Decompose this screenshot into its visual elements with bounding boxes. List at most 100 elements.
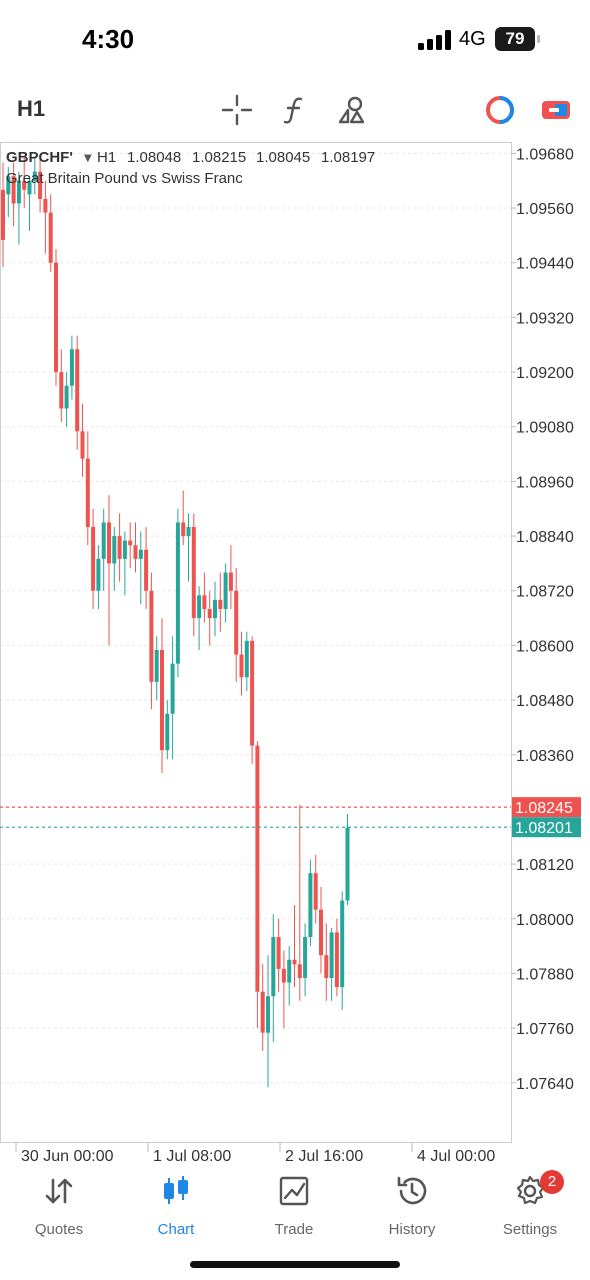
candle-body	[38, 171, 43, 199]
candle	[6, 167, 11, 218]
status-bar: 4:30 4G 79	[0, 0, 590, 80]
candle	[107, 495, 111, 646]
y-tick-label: 1.07760	[516, 1021, 574, 1038]
candle	[154, 636, 159, 701]
candle-body	[16, 180, 21, 204]
candle-body	[80, 431, 85, 459]
candle	[85, 431, 90, 546]
candle-body	[144, 549, 149, 591]
y-tick-label: 1.09320	[516, 310, 574, 327]
candle	[112, 526, 117, 591]
tab-chart[interactable]: Chart	[121, 1174, 231, 1244]
y-tick-label: 1.08360	[516, 748, 574, 765]
battery-level: 79	[505, 29, 525, 48]
candle	[64, 372, 69, 427]
x-tick-label: 2 Jul 16:00	[285, 1148, 363, 1165]
candle-body	[138, 549, 143, 559]
candle	[75, 335, 80, 450]
candle-body	[85, 458, 90, 527]
candle-body	[154, 649, 159, 682]
candle-body	[260, 991, 265, 1033]
candle-body	[101, 522, 106, 559]
candle-body	[170, 663, 175, 714]
candle-body	[149, 590, 154, 682]
candle	[69, 335, 74, 400]
signal-icon	[418, 30, 451, 50]
candle-body	[234, 590, 239, 655]
candle-body	[107, 522, 111, 564]
x-tick-label: 1 Jul 08:00	[153, 1148, 231, 1165]
price-chart[interactable]: 1.08245 1.08201 1.09680 1.09560 1.09440 1.09…	[0, 142, 590, 1166]
tab-history[interactable]: History	[357, 1174, 467, 1244]
candle	[133, 522, 138, 573]
candle-body	[186, 526, 191, 537]
candle-body	[160, 649, 164, 751]
gear-icon	[516, 1175, 545, 1205]
timeframe-button[interactable]: H1	[17, 96, 46, 121]
candle	[213, 581, 217, 637]
candle-body	[239, 654, 244, 678]
home-indicator	[190, 1261, 400, 1268]
candle	[11, 162, 16, 227]
crosshair-icon[interactable]	[221, 94, 253, 126]
symbol-dropdown-icon[interactable]: ▼	[84, 153, 92, 164]
candle	[117, 513, 122, 582]
symbol-name: GBPCHF'	[6, 149, 73, 166]
candle-body	[69, 349, 74, 386]
y-tick-label: 1.08120	[516, 857, 574, 874]
status-time: 4:30	[82, 24, 135, 54]
candle	[271, 914, 276, 1042]
bid-price-label: 1.08201	[515, 820, 573, 837]
candle-body	[292, 959, 297, 965]
candle-body	[32, 171, 37, 181]
candle	[297, 804, 302, 1001]
candle	[319, 886, 323, 974]
candle	[260, 964, 265, 1051]
candle-body	[165, 713, 170, 751]
candle-body	[75, 349, 80, 432]
candle-body	[281, 968, 286, 983]
candle-body	[255, 745, 260, 992]
candle	[324, 923, 329, 1001]
tab-quotes[interactable]: Quotes	[4, 1174, 114, 1244]
candle	[313, 854, 318, 924]
timeframe-label: H1	[97, 149, 116, 166]
candle	[223, 563, 228, 623]
candle-body	[345, 827, 350, 901]
y-tick-label: 1.08600	[516, 638, 574, 655]
tab-trade[interactable]: Trade	[239, 1174, 349, 1244]
candle-body	[133, 545, 138, 559]
candle-body	[1, 189, 5, 240]
candle	[250, 636, 255, 764]
candle-body	[287, 959, 292, 983]
y-tick-label: 1.09440	[516, 256, 574, 273]
candle-body	[6, 176, 11, 195]
y-tick-label: 1.09560	[516, 201, 574, 218]
trade-panel-icon[interactable]	[540, 94, 572, 126]
y-tick-label: 1.08480	[516, 693, 574, 710]
candle	[292, 905, 297, 988]
candle	[228, 545, 233, 609]
objects-icon[interactable]	[337, 94, 369, 126]
candle	[27, 176, 32, 231]
candle	[175, 508, 180, 678]
candle-body	[228, 572, 233, 591]
tab-settings[interactable]: Settings	[475, 1174, 585, 1244]
tab-label: Trade	[274, 1221, 314, 1238]
ohlc-low: 1.08045	[256, 149, 310, 166]
candle	[101, 508, 106, 591]
candle	[32, 157, 37, 195]
candle-body	[218, 599, 223, 609]
candle	[244, 631, 249, 691]
candle-body	[308, 873, 313, 937]
candle	[202, 572, 207, 623]
notification-badge: 2	[540, 1170, 564, 1194]
candlestick-chart[interactable]: 1.08245 1.08201 1.09680 1.09560 1.09440 1.09…	[0, 142, 590, 1166]
one-click-trading-icon[interactable]	[484, 94, 516, 126]
candle-body	[266, 996, 270, 1033]
indicators-icon[interactable]	[279, 94, 311, 126]
tab-label: History	[388, 1221, 436, 1238]
candle-body	[303, 936, 308, 978]
candle	[160, 618, 164, 773]
candle-body	[250, 640, 255, 746]
